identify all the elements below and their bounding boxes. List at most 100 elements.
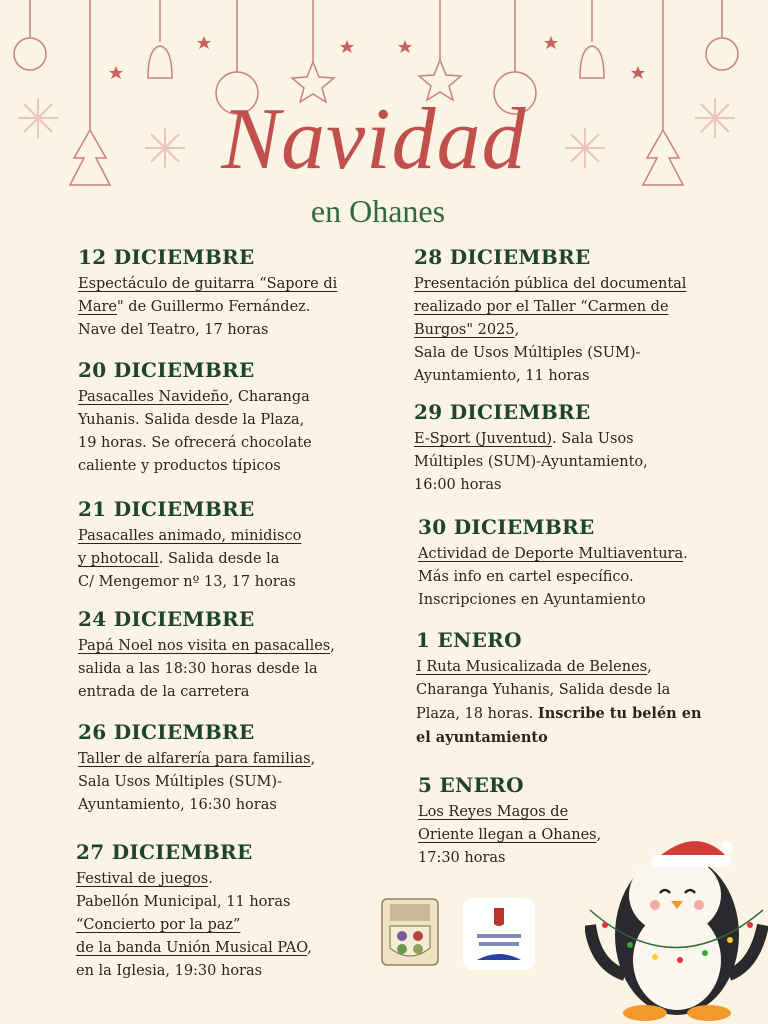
diputacion-almeria-logo bbox=[463, 898, 535, 970]
event-title-text: Los Reyes Magos de bbox=[418, 804, 569, 820]
event-detail-text: " de Guillermo Fernández. bbox=[117, 299, 311, 315]
event-date: 20 DICIEMBRE bbox=[78, 358, 255, 382]
event-detail-text: Ayuntamiento, 11 horas bbox=[414, 368, 590, 384]
event-detail-text: , bbox=[596, 827, 602, 843]
event-detail-text: Inscripciones en Ayuntamiento bbox=[418, 592, 646, 608]
star-icon bbox=[544, 36, 558, 49]
event-line: Taller de alfarería para familias, bbox=[78, 748, 408, 771]
event-title-text: I Ruta Musicalizada de Belenes bbox=[416, 659, 648, 675]
poster-subtitle: en Ohanes bbox=[310, 193, 446, 229]
event-title-text: Pasacalles animado, minidisco bbox=[78, 528, 302, 544]
event-detail-text: Plaza, 18 horas. bbox=[416, 706, 538, 722]
event-line: C/ Mengemor nº 13, 17 horas bbox=[78, 571, 408, 594]
event-block: 5 ENERO Los Reyes Magos de Oriente llegan … bbox=[418, 773, 748, 870]
event-line: 19 horas. Se ofrecerá chocolate bbox=[78, 432, 408, 455]
event-detail-text: , bbox=[307, 940, 312, 956]
event-detail-text: Múltiples (SUM)-Ayuntamiento, bbox=[414, 454, 648, 470]
event-date: 27 DICIEMBRE bbox=[76, 840, 253, 864]
event-line: Oriente llegan a Ohanes, bbox=[418, 824, 748, 847]
event-date: 12 DICIEMBRE bbox=[78, 245, 255, 269]
event-line: Sala Usos Múltiples (SUM)- bbox=[78, 771, 408, 794]
event-title-text: Mare bbox=[78, 299, 118, 315]
event-block: 26 DICIEMBRE Taller de alfarería para fam… bbox=[78, 720, 408, 817]
event-line: “Concierto por la paz” bbox=[76, 914, 406, 937]
event-line: entrada de la carretera bbox=[78, 681, 408, 704]
event-line: caliente y productos típicos bbox=[78, 455, 408, 478]
event-detail-text: , bbox=[514, 322, 520, 338]
event-date: 21 DICIEMBRE bbox=[78, 497, 255, 521]
event-detail-text: C/ Mengemor nº 13, 17 horas bbox=[78, 574, 296, 590]
event-line: I Ruta Musicalizada de Belenes, bbox=[416, 656, 746, 679]
event-line: Pasacalles animado, minidisco bbox=[78, 525, 408, 548]
event-line: Nave del Teatro, 17 horas bbox=[78, 319, 408, 342]
event-detail-text: salida a las 18:30 horas desde la bbox=[78, 661, 318, 677]
penguin-illustration bbox=[585, 841, 768, 1021]
event-line: Ayuntamiento, 11 horas bbox=[414, 365, 744, 388]
star-icon bbox=[631, 66, 645, 79]
event-line: Espectáculo de guitarra “Sapore di bbox=[78, 273, 408, 296]
event-line: Pasacalles Navideño, Charanga bbox=[78, 386, 408, 409]
event-detail-text: , bbox=[310, 751, 316, 767]
event-detail-text: Más info en cartel específico. bbox=[418, 569, 634, 585]
event-line: 17:30 horas bbox=[418, 847, 748, 870]
snowflake-icon bbox=[565, 128, 605, 168]
event-detail-text: 19 horas. Se ofrecerá chocolate bbox=[78, 435, 312, 451]
event-title-text: realizado por el Taller “Carmen de bbox=[414, 299, 669, 315]
snowflake-icon bbox=[695, 98, 735, 138]
snowflake-icon bbox=[145, 128, 185, 168]
event-line: Actividad de Deporte Multiaventura. bbox=[418, 543, 748, 566]
event-date: 28 DICIEMBRE bbox=[414, 245, 591, 269]
event-detail-text: 17:30 horas bbox=[418, 850, 506, 866]
event-detail-text: Sala de Usos Múltiples (SUM)- bbox=[414, 345, 641, 361]
event-detail-text: caliente y productos típicos bbox=[78, 458, 281, 474]
event-title-text: Taller de alfarería para familias bbox=[78, 751, 311, 767]
villa-de-ohanes-logo bbox=[378, 896, 442, 970]
star-icon bbox=[109, 66, 123, 79]
event-title-text: Burgos" 2025 bbox=[414, 322, 515, 338]
event-title-text: y photocall bbox=[78, 551, 159, 567]
event-title-text: Pasacalles Navideño bbox=[78, 389, 229, 405]
event-line: Festival de juegos. bbox=[76, 868, 406, 891]
event-title-text: E-Sport (Juventud) bbox=[414, 431, 553, 447]
event-title-text: Oriente llegan a Ohanes bbox=[418, 827, 597, 843]
event-line: Papá Noel nos visita en pasacalles, bbox=[78, 635, 408, 658]
event-detail-text: . Sala Usos bbox=[552, 431, 634, 447]
event-title-text: “Concierto por la paz” bbox=[76, 917, 241, 933]
event-title-text: Actividad de Deporte Multiaventura bbox=[418, 546, 684, 562]
event-detail-text: Pabellón Municipal, 11 horas bbox=[76, 894, 291, 910]
event-line: y photocall. Salida desde la bbox=[78, 548, 408, 571]
event-title-text: Papá Noel nos visita en pasacalles bbox=[78, 638, 331, 654]
event-block: 24 DICIEMBRE Papá Noel nos visita en pasa… bbox=[78, 607, 408, 704]
event-detail-text: Sala Usos Múltiples (SUM)- bbox=[78, 774, 282, 790]
event-line: el ayuntamiento bbox=[416, 726, 746, 750]
event-date: 29 DICIEMBRE bbox=[414, 400, 591, 424]
event-detail-text: 16:00 horas bbox=[414, 477, 502, 493]
event-line: Pabellón Municipal, 11 horas bbox=[76, 891, 406, 914]
event-line: Ayuntamiento, 16:30 horas bbox=[78, 794, 408, 817]
event-detail-text: , bbox=[330, 638, 335, 654]
event-line: Más info en cartel específico. bbox=[418, 566, 748, 589]
event-block: 28 DICIEMBRE Presentación pública del doc… bbox=[414, 245, 744, 388]
event-line: salida a las 18:30 horas desde la bbox=[78, 658, 408, 681]
event-line: Múltiples (SUM)-Ayuntamiento, bbox=[414, 451, 744, 474]
event-line: Burgos" 2025, bbox=[414, 319, 744, 342]
event-detail-text: en la Iglesia, 19:30 horas bbox=[76, 963, 263, 979]
event-block: 1 ENERO I Ruta Musicalizada de Belenes, Ch… bbox=[416, 628, 746, 750]
event-detail-text: . Salida desde la bbox=[158, 551, 280, 567]
event-line: de la banda Unión Musical PAO, bbox=[76, 937, 406, 960]
event-title-text: Festival de juegos bbox=[76, 871, 209, 887]
event-title-text: de la banda Unión Musical PAO bbox=[76, 940, 308, 956]
event-line: Presentación pública del documental bbox=[414, 273, 744, 296]
event-date: 1 ENERO bbox=[416, 628, 522, 652]
event-detail-text: Nave del Teatro, 17 horas bbox=[78, 322, 269, 338]
event-date: 26 DICIEMBRE bbox=[78, 720, 255, 744]
event-line: Mare" de Guillermo Fernández. bbox=[78, 296, 408, 319]
event-block: 30 DICIEMBRE Actividad de Deporte Multiav… bbox=[418, 515, 748, 612]
star-icon bbox=[398, 40, 412, 53]
poster-title: Navidad bbox=[221, 91, 527, 188]
event-detail-text: entrada de la carretera bbox=[78, 684, 250, 700]
event-block: 27 DICIEMBRE Festival de juegos. Pabellón … bbox=[76, 840, 406, 983]
event-detail-text: Yuhanis. Salida desde la Plaza, bbox=[78, 412, 305, 428]
event-detail-text: . bbox=[208, 871, 213, 887]
event-line: en la Iglesia, 19:30 horas bbox=[76, 960, 406, 983]
